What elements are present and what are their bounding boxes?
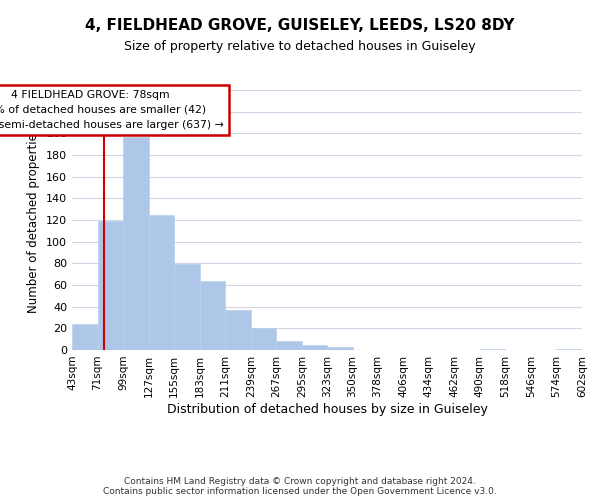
Text: Contains public sector information licensed under the Open Government Licence v3: Contains public sector information licen… xyxy=(103,487,497,496)
Bar xyxy=(251,328,277,350)
Text: Contains HM Land Registry data © Crown copyright and database right 2024.: Contains HM Land Registry data © Crown c… xyxy=(124,477,476,486)
Bar xyxy=(174,264,200,350)
Bar xyxy=(98,221,123,350)
Bar xyxy=(556,349,582,350)
Bar xyxy=(149,214,174,350)
Text: 4 FIELDHEAD GROVE: 78sqm
← 6% of detached houses are smaller (42)
93% of semi-de: 4 FIELDHEAD GROVE: 78sqm ← 6% of detache… xyxy=(0,90,224,130)
Bar xyxy=(200,280,225,350)
Bar xyxy=(328,347,353,350)
Bar xyxy=(72,324,98,350)
Bar xyxy=(123,136,149,350)
Bar xyxy=(480,349,505,350)
Y-axis label: Number of detached properties: Number of detached properties xyxy=(28,127,40,313)
Bar xyxy=(302,344,328,350)
Text: Size of property relative to detached houses in Guiseley: Size of property relative to detached ho… xyxy=(124,40,476,53)
Bar xyxy=(277,342,302,350)
Text: 4, FIELDHEAD GROVE, GUISELEY, LEEDS, LS20 8DY: 4, FIELDHEAD GROVE, GUISELEY, LEEDS, LS2… xyxy=(85,18,515,32)
Bar xyxy=(225,310,251,350)
X-axis label: Distribution of detached houses by size in Guiseley: Distribution of detached houses by size … xyxy=(167,402,487,415)
